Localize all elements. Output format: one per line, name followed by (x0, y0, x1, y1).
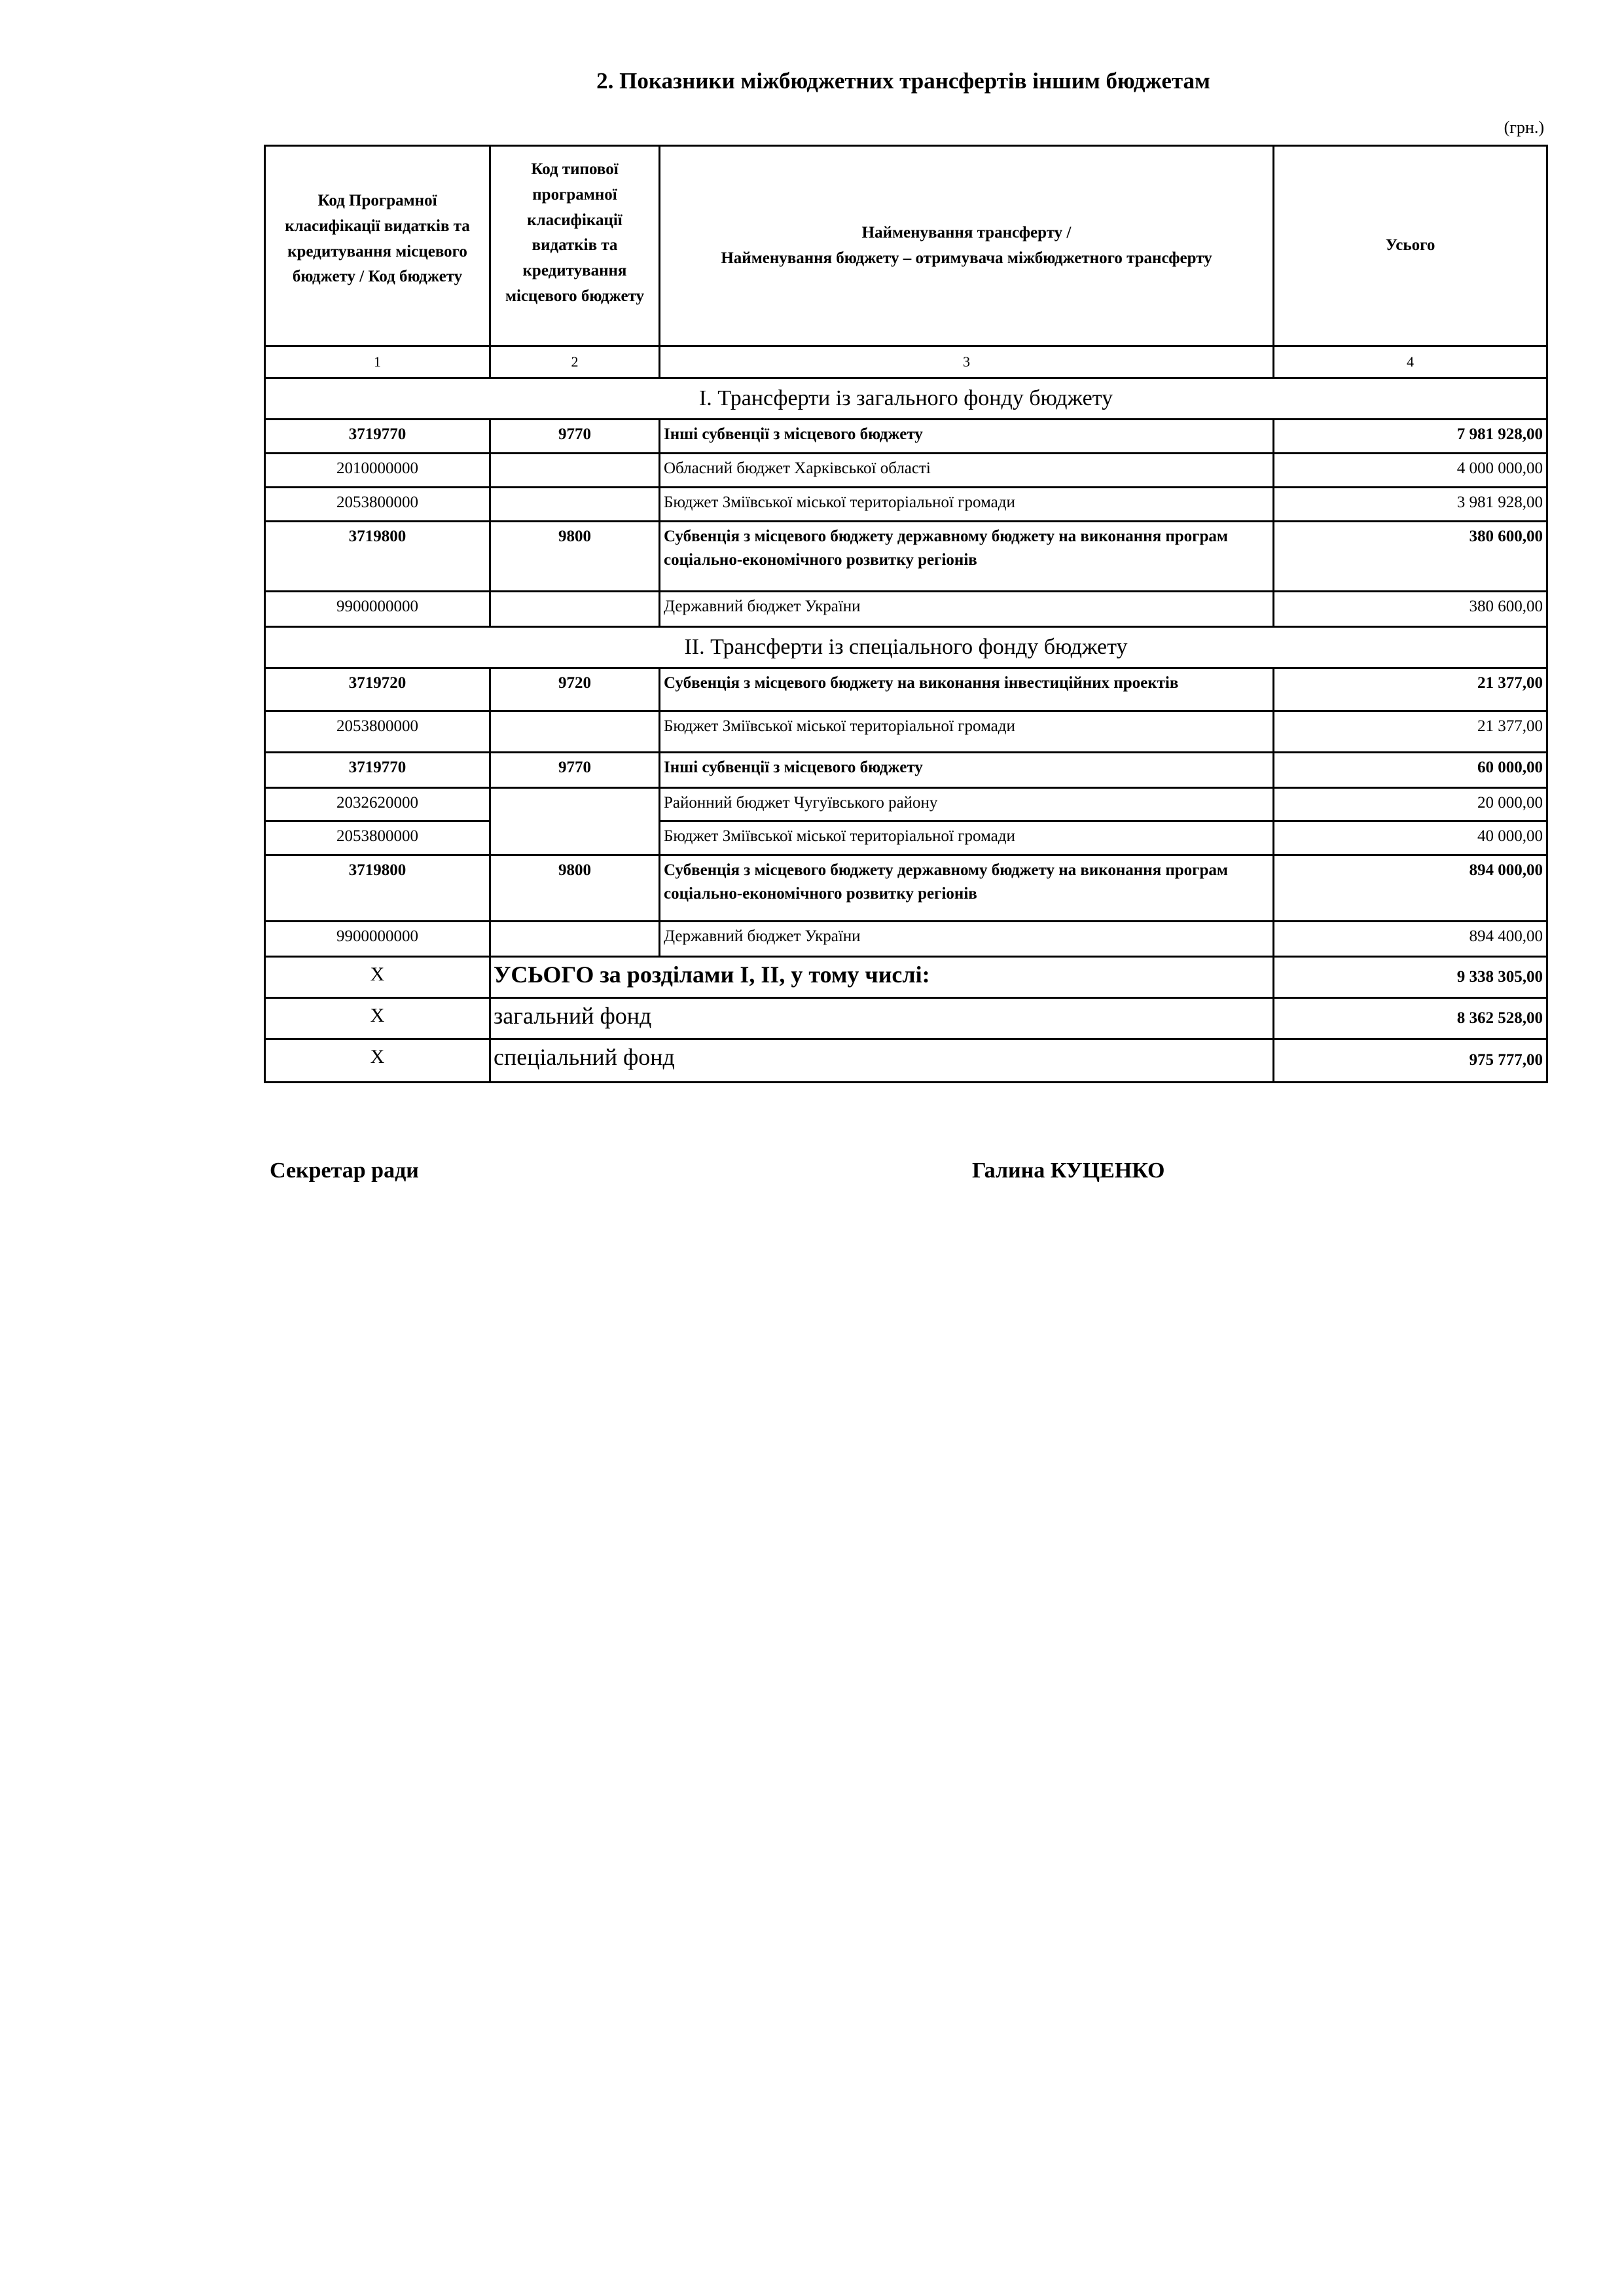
type-code-cell: 9800 (489, 854, 660, 922)
signature-name: Галина КУЦЕНКО (972, 1158, 1165, 1183)
header-type-code: Код типової програмної класифікації вида… (489, 145, 660, 347)
section-title: ІІ. Трансферти із спеціального фонду бюд… (264, 626, 1548, 669)
program-code-cell: 9900000000 (264, 920, 491, 958)
transfer-name-cell: Субвенція з місцевого бюджету державному… (659, 854, 1274, 922)
total-cell: 894 000,00 (1272, 854, 1548, 922)
total-cell: 380 600,00 (1272, 590, 1548, 628)
program-code-cell: 3719800 (264, 854, 491, 922)
total-cell: 380 600,00 (1272, 520, 1548, 592)
total-cell: 7 981 928,00 (1272, 418, 1548, 454)
type-code-cell: 9800 (489, 520, 660, 592)
totals-value: 8 362 528,00 (1272, 997, 1548, 1040)
total-cell: 4 000 000,00 (1272, 452, 1548, 488)
total-cell: 20 000,00 (1272, 787, 1548, 822)
program-code-cell: 3719770 (264, 418, 491, 454)
type-code-cell (489, 787, 660, 856)
transfer-row: 3719800 9800 Субвенція з місцевого бюджету… (264, 854, 1548, 922)
table-header-row: Код Програмної класифікації видатків та … (264, 145, 1548, 347)
x-mark: Х (264, 1038, 491, 1083)
currency-unit: (грн.) (1504, 118, 1544, 137)
transfer-name-cell: Обласний бюджет Харківської області (659, 452, 1274, 488)
transfer-name-cell: Державний бюджет України (659, 920, 1274, 958)
signature-position: Секретар ради (270, 1158, 419, 1183)
type-code-cell: 9770 (489, 751, 660, 789)
section-header-row: ІІ. Трансферти із спеціального фонду бюд… (264, 626, 1548, 669)
header-program-code: Код Програмної класифікації видатків та … (264, 145, 491, 347)
program-code-cell: 2053800000 (264, 710, 491, 753)
total-cell: 21 377,00 (1272, 710, 1548, 753)
recipient-row: 2053800000 Бюджет Зміївської міської тери… (264, 820, 1548, 856)
recipient-row: 2053800000 Бюджет Зміївської міської тери… (264, 710, 1548, 753)
program-code-cell: 2053800000 (264, 486, 491, 522)
recipient-row: 2032620000 Районний бюджет Чугуївського р… (264, 787, 1548, 856)
totals-label: спеціальний фонд (489, 1038, 1274, 1083)
recipient-row: 2053800000 Бюджет Зміївської міської тери… (264, 486, 1548, 522)
program-code-cell: 2053800000 (264, 820, 491, 856)
totals-label: УСЬОГО за розділами І, ІІ, у тому числі: (489, 956, 1274, 999)
totals-value: 9 338 305,00 (1272, 956, 1548, 999)
document-title: 2. Показники міжбюджетних трансфертів ін… (596, 68, 1210, 94)
x-mark: Х (264, 956, 491, 999)
recipient-row: 9900000000 Державний бюджет України 894 40… (264, 920, 1548, 958)
total-cell: 40 000,00 (1272, 820, 1548, 856)
header-total: Усього (1272, 145, 1548, 347)
transfer-name-cell: Субвенція з місцевого бюджету державному… (659, 520, 1274, 592)
program-code-cell: 3719770 (264, 751, 491, 789)
transfer-name-cell: Інші субвенції з місцевого бюджету (659, 751, 1274, 789)
total-cell: 21 377,00 (1272, 667, 1548, 712)
total-cell: 60 000,00 (1272, 751, 1548, 789)
totals-row: Х УСЬОГО за розділами І, ІІ, у тому числі… (264, 956, 1548, 999)
transfer-name-cell: Субвенція з місцевого бюджету на виконан… (659, 667, 1274, 712)
type-code-cell: 9770 (489, 418, 660, 454)
header-transfer-name: Найменування трансферту / Найменування б… (659, 145, 1274, 347)
program-code-cell: 2032620000 (264, 787, 491, 822)
section-title: І. Трансферти із загального фонду бюджет… (264, 377, 1548, 420)
program-code-cell: 9900000000 (264, 590, 491, 628)
recipient-row: 2010000000 Обласний бюджет Харківської об… (264, 452, 1548, 488)
transfer-name-cell: Бюджет Зміївської міської територіальної… (659, 486, 1274, 522)
type-code-cell (489, 486, 660, 522)
column-number: 1 (264, 345, 491, 379)
transfer-name-cell: Районний бюджет Чугуївського району (659, 787, 1274, 822)
transfer-row: 3719800 9800 Субвенція з місцевого бюджету… (264, 520, 1548, 592)
column-number: 4 (1272, 345, 1548, 379)
transfer-row: 3719770 9770 Інші субвенції з місцевого бю… (264, 418, 1548, 454)
total-cell: 3 981 928,00 (1272, 486, 1548, 522)
section-header-row: І. Трансферти із загального фонду бюджет… (264, 377, 1548, 420)
transfer-name-cell: Бюджет Зміївської міської територіальної… (659, 820, 1274, 856)
type-code-cell (489, 710, 660, 753)
transfer-name-cell: Бюджет Зміївської міської територіальної… (659, 710, 1274, 753)
transfer-row: 3719720 9720 Субвенція з місцевого бюджету… (264, 667, 1548, 712)
column-number: 2 (489, 345, 660, 379)
transfer-name-cell: Інші субвенції з місцевого бюджету (659, 418, 1274, 454)
x-mark: Х (264, 997, 491, 1040)
type-code-cell: 9720 (489, 667, 660, 712)
type-code-cell (489, 590, 660, 628)
totals-label: загальний фонд (489, 997, 1274, 1040)
program-code-cell: 3719720 (264, 667, 491, 712)
transfer-row: 3719770 9770 Інші субвенції з місцевого бю… (264, 751, 1548, 789)
header-transfer-name-line1: Найменування трансферту / (861, 223, 1072, 242)
transfers-table: Код Програмної класифікації видатків та … (264, 145, 1548, 1083)
program-code-cell: 3719800 (264, 520, 491, 592)
program-code-cell: 2010000000 (264, 452, 491, 488)
header-transfer-name-line2: Найменування бюджету – отримувача міжбюд… (721, 249, 1212, 267)
total-cell: 894 400,00 (1272, 920, 1548, 958)
column-number-row: 1 2 3 4 (264, 345, 1548, 379)
type-code-cell (489, 452, 660, 488)
totals-value: 975 777,00 (1272, 1038, 1548, 1083)
type-code-cell (489, 920, 660, 958)
recipient-row: 9900000000 Державний бюджет України 380 60… (264, 590, 1548, 628)
column-number: 3 (659, 345, 1274, 379)
transfer-name-cell: Державний бюджет України (659, 590, 1274, 628)
